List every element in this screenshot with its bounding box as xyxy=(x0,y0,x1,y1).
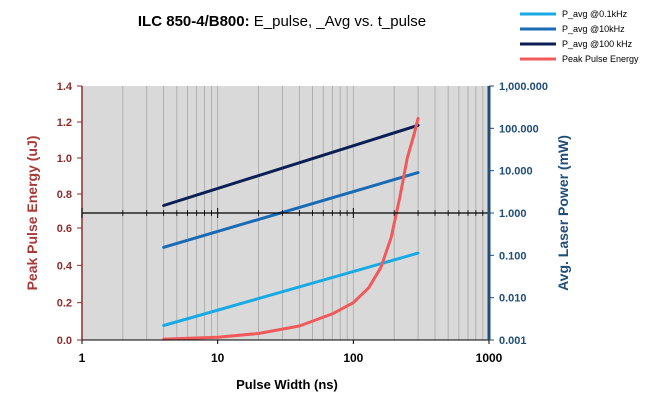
x-tick-label: 1000 xyxy=(476,351,503,365)
x-tick-label: 1 xyxy=(79,351,86,365)
right-tick-label: 1,000.000 xyxy=(499,81,548,93)
series-line-p-avg-100-khz xyxy=(162,123,420,207)
left-tick-label: 0.6 xyxy=(57,223,72,235)
series-line-p-avg-10khz xyxy=(162,171,420,249)
right-tick-label: 0.010 xyxy=(499,293,527,305)
series-line-p-avg-0-1khz xyxy=(162,251,420,327)
chart-title-rest: E_pulse, _Avg vs. t_pulse xyxy=(250,13,427,30)
right-axis-label: Avg. Laser Power (mW) xyxy=(555,135,571,291)
x-axis-label: Pulse Width (ns) xyxy=(236,377,338,392)
x-tick-label: 100 xyxy=(343,351,363,365)
chart-title-bold: ILC 850-4/B800: xyxy=(138,13,250,30)
legend-label-p-avg-0-1khz: P_avg @0.1kHz xyxy=(562,9,628,19)
x-tick-label: 10 xyxy=(211,351,225,365)
right-tick-label: 10.000 xyxy=(499,166,533,178)
left-tick-label: 0.8 xyxy=(57,189,72,201)
right-tick-label: 0.001 xyxy=(499,335,527,347)
right-tick-label: 1.000 xyxy=(499,208,527,220)
right-tick-label: 0.100 xyxy=(499,250,527,262)
legend-label-peak-pulse-energy: Peak Pulse Energy xyxy=(562,54,639,64)
left-tick-label: 0.2 xyxy=(57,298,72,310)
legend-label-p-avg-10khz: P_avg @10kHz xyxy=(562,24,625,34)
left-tick-label: 1.0 xyxy=(57,153,72,165)
legend-label-p-avg-100-khz: P_avg @100 kHz xyxy=(562,39,633,49)
left-tick-label: 1.2 xyxy=(57,117,72,129)
left-tick-label: 0.4 xyxy=(57,260,73,272)
left-tick-label: 0.0 xyxy=(57,335,72,347)
series-line-peak-pulse-energy xyxy=(162,116,420,341)
left-tick-label: 1.4 xyxy=(57,81,73,93)
left-axis-label: Peak Pulse Energy (uJ) xyxy=(24,136,40,291)
chart-title: ILC 850-4/B800: E_pulse, _Avg vs. t_puls… xyxy=(138,13,426,30)
right-tick-label: 100.000 xyxy=(499,123,539,135)
